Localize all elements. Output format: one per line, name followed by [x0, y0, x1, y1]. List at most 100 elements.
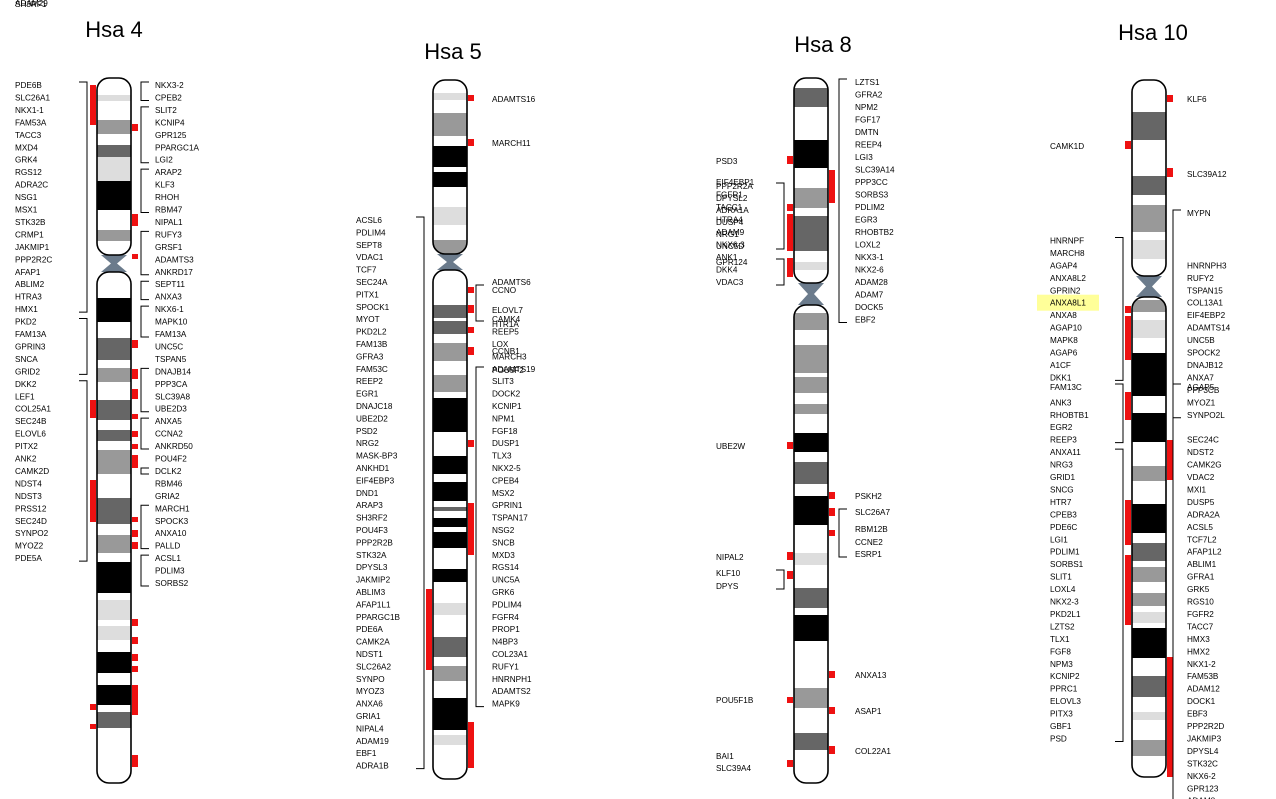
chromosome-p-arm — [794, 78, 828, 283]
gene-label: VDAC2 — [1187, 473, 1215, 482]
gene-label: COL22A1 — [855, 747, 891, 756]
gene-label: REEP4 — [855, 141, 882, 150]
gene-label: SORBS3 — [855, 191, 889, 200]
gene-label: CPEB4 — [492, 476, 519, 485]
gene-label: STK32B — [15, 218, 46, 227]
gene-label: RGS12 — [15, 168, 42, 177]
gene-label: KCNIP1 — [492, 402, 522, 411]
gene-label: ANKHD1 — [356, 464, 390, 473]
band — [794, 404, 828, 414]
gene-locus-marker — [468, 722, 474, 768]
gene-group-bracket — [140, 106, 149, 164]
gene-label: RBM12B — [855, 525, 888, 534]
gene-label: MYPN — [1187, 209, 1211, 218]
gene-label: REEP2 — [356, 377, 383, 386]
gene-group-bracket — [475, 284, 484, 322]
gene-locus-marker — [90, 724, 96, 729]
gene-locus-marker — [787, 760, 793, 767]
gene-label: NKX2-5 — [492, 464, 521, 473]
chromosome-title: Hsa 10 — [1118, 20, 1188, 45]
gene-label: SORBS1 — [1050, 560, 1084, 569]
gene-label: KLF6 — [1187, 95, 1207, 104]
gene-label: HMX1 — [15, 305, 38, 314]
gene-label: SORBS2 — [155, 579, 189, 588]
gene-label: SH3RF2 — [356, 514, 388, 523]
gene-label: ASAP1 — [855, 707, 882, 716]
gene-label: NKX1-1 — [15, 106, 44, 115]
gene-locus-marker — [132, 431, 138, 437]
gene-label: UNC5B — [1187, 336, 1215, 345]
chromosome-title: Hsa 8 — [794, 32, 851, 57]
gene-label: RUFY3 — [155, 230, 182, 239]
band — [433, 666, 467, 681]
gene-label: SLC39A14 — [855, 166, 895, 175]
gene-label: ANK1 — [716, 253, 738, 262]
gene-label: PDLIM4 — [492, 600, 522, 609]
gene-group-bracket — [1115, 448, 1124, 742]
gene-label: AGAP10 — [1050, 324, 1082, 333]
gene-label: HMX2 — [1187, 647, 1210, 656]
gene-locus-marker — [829, 492, 835, 499]
band — [97, 562, 131, 593]
band — [1132, 612, 1166, 623]
band — [97, 535, 131, 553]
gene-locus-marker — [829, 530, 835, 536]
gene-label: FGFR1 — [716, 191, 743, 200]
band — [1132, 240, 1166, 259]
gene-label: PRSS12 — [15, 504, 47, 513]
gene-label: NPM3 — [1050, 660, 1073, 669]
gene-locus-marker — [132, 214, 138, 226]
gene-label: ANXA8L1 — [1050, 299, 1086, 308]
band — [433, 456, 467, 474]
gene-locus-marker — [1125, 316, 1131, 360]
gene-label: ANXA8L2 — [1050, 274, 1086, 283]
gene-group-bracket — [140, 280, 149, 301]
gene-label: DPYS — [716, 582, 739, 591]
gene-label: ADAMTS2 — [492, 687, 531, 696]
band — [433, 637, 467, 657]
gene-label: STK32C — [1187, 759, 1218, 768]
band — [433, 321, 467, 334]
gene-label: NKX6-2 — [1187, 772, 1216, 781]
gene-label: AFAP1L1 — [356, 600, 391, 609]
gene-group-bracket — [1115, 383, 1124, 444]
gene-label: NRG2 — [356, 439, 379, 448]
gene-label: EGR2 — [1050, 423, 1073, 432]
gene-label: TACC3 — [15, 131, 42, 140]
gene-label: COL13A1 — [1187, 299, 1223, 308]
band — [1132, 676, 1166, 697]
gene-group-bracket — [140, 554, 149, 587]
gene-label: CCNE2 — [855, 538, 883, 547]
gene-label: GRID1 — [1050, 473, 1075, 482]
gene-label: NKX3-1 — [855, 253, 884, 262]
gene-locus-marker — [787, 156, 793, 164]
gene-label: TSPAN5 — [155, 355, 187, 364]
chromosome-bands — [1132, 112, 1166, 756]
gene-label: GBF1 — [1050, 722, 1072, 731]
gene-label: ADAMTS14 — [1187, 324, 1231, 333]
gene-label: ADAMTS3 — [155, 255, 194, 264]
gene-label: RUFY1 — [492, 662, 519, 671]
gene-locus-marker — [132, 254, 138, 259]
gene-label: TCF7L2 — [1187, 535, 1217, 544]
gene-group-bracket — [140, 305, 149, 338]
gene-label: PALLD — [155, 542, 180, 551]
gene-label: FGFR4 — [492, 613, 519, 622]
gene-label: REEP5 — [492, 328, 519, 337]
gene-label: ADRA1A — [716, 206, 749, 215]
gene-group-bracket — [1172, 209, 1181, 419]
gene-group-bracket — [1115, 236, 1124, 381]
gene-label: POU5F1B — [716, 696, 754, 705]
gene-label: PSD3 — [716, 157, 738, 166]
band — [433, 603, 467, 615]
gene-label: SLC39A12 — [1187, 170, 1227, 179]
chromosome-outline — [1131, 79, 1167, 277]
gene-label: PITX3 — [1050, 710, 1073, 719]
band — [1132, 300, 1166, 312]
band — [794, 588, 828, 608]
gene-label: EIF4EBP1 — [716, 178, 755, 187]
gene-locus-marker — [90, 400, 96, 418]
gene-label: ADAM29 — [15, 0, 48, 8]
gene-label: ANK3 — [1050, 398, 1072, 407]
